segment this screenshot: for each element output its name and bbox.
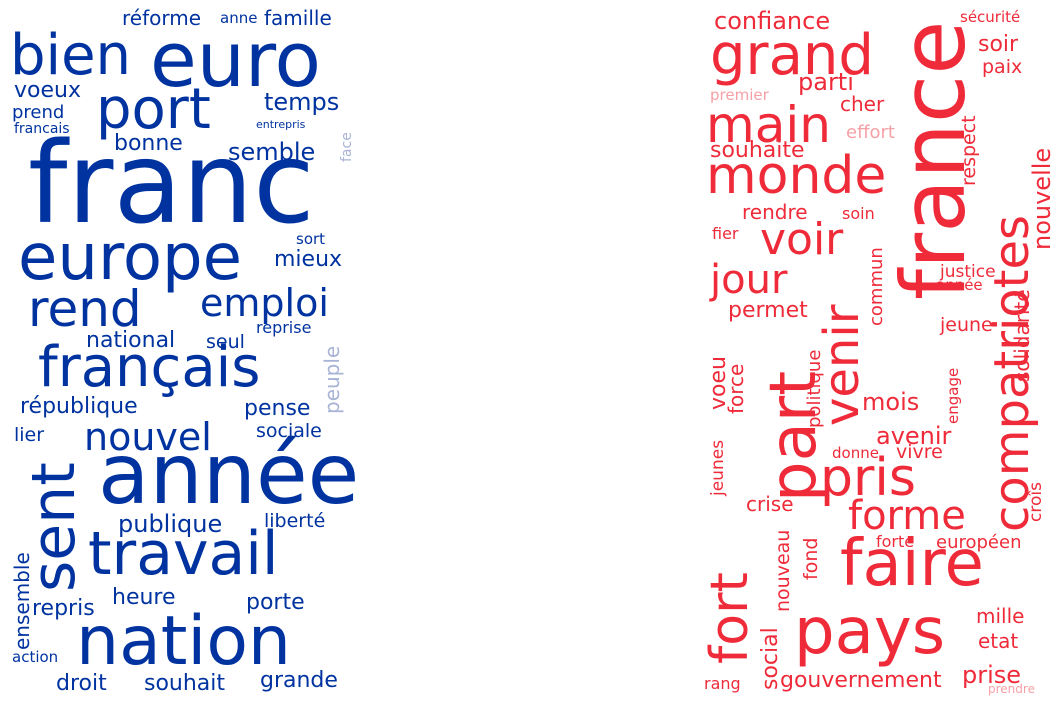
word: faire	[840, 527, 984, 601]
word: europe	[18, 221, 242, 295]
word: année	[98, 425, 360, 523]
word: rendre	[742, 200, 808, 224]
word: social	[758, 627, 783, 690]
word: lier	[14, 424, 45, 446]
word: voeux	[14, 78, 81, 103]
word: entrepris	[256, 118, 306, 131]
word: souhait	[144, 671, 226, 696]
word: engage	[944, 367, 962, 424]
word: respect	[958, 115, 980, 186]
word: droit	[56, 671, 107, 696]
word: national	[86, 328, 176, 353]
word: souhaite	[710, 138, 805, 163]
word: sécurité	[960, 8, 1021, 26]
word: mille	[976, 604, 1025, 628]
word: donne	[832, 444, 879, 462]
word: voir	[760, 214, 844, 265]
word: cher	[840, 92, 885, 116]
word: soin	[842, 204, 875, 223]
word: temps	[264, 88, 340, 116]
word: publique	[118, 510, 223, 538]
word: république	[20, 394, 138, 419]
word: rend	[28, 280, 142, 338]
word: gouvernement	[780, 668, 942, 693]
word: prendre	[988, 682, 1035, 696]
word: peuple	[320, 345, 344, 414]
word: face	[339, 132, 355, 162]
word: main	[706, 96, 831, 154]
word: justice	[940, 262, 996, 282]
word: grand	[710, 23, 874, 88]
word: crise	[746, 492, 794, 516]
word: famille	[264, 6, 332, 30]
word: permet	[728, 298, 808, 323]
word: avenir	[876, 422, 952, 450]
word: français	[38, 335, 261, 400]
word: politique	[804, 349, 825, 428]
word: premier	[710, 86, 769, 104]
word: soir	[978, 32, 1019, 57]
word: liberté	[264, 510, 326, 532]
right-word-cloud: confiance sécurité grand france soir pai…	[690, 0, 1060, 713]
word: sort	[296, 230, 326, 248]
word: solidarité	[1010, 289, 1034, 382]
word: croîs	[1026, 482, 1046, 522]
word: heure	[112, 585, 176, 610]
word: prise	[962, 661, 1022, 689]
word: fort	[700, 572, 760, 664]
word: fier	[712, 224, 739, 243]
word: seul	[206, 331, 245, 353]
word: action	[12, 648, 59, 666]
word: paix	[982, 56, 1023, 78]
word: effort	[846, 122, 895, 143]
word: mieux	[274, 247, 343, 272]
word: pense	[244, 396, 311, 421]
word: emploi	[200, 281, 329, 325]
word: pris	[820, 448, 916, 508]
word: bonne	[114, 131, 183, 156]
word: européen	[936, 532, 1022, 553]
word: nouveau	[772, 529, 794, 612]
word: anne	[220, 9, 258, 27]
word: fond	[800, 537, 822, 580]
word: sociale	[256, 420, 322, 442]
word: bien	[10, 23, 132, 88]
word: forme	[848, 493, 966, 539]
word: franc	[28, 119, 315, 249]
word: jour	[710, 257, 788, 303]
word: repris	[32, 596, 95, 621]
word: reprise	[256, 318, 312, 337]
word: euro	[150, 15, 321, 104]
word: rang	[704, 674, 741, 693]
word: nation	[76, 602, 292, 681]
word: porte	[246, 590, 305, 615]
word: réforme	[122, 6, 202, 30]
word: travail	[88, 519, 279, 589]
word: francais	[14, 121, 70, 137]
word: force	[724, 363, 748, 414]
word: année	[936, 276, 983, 294]
word: parti	[798, 68, 854, 96]
word: nouvel	[84, 415, 212, 459]
word: grande	[260, 668, 338, 693]
left-word-cloud: réforme anne famille euro bien voeux por…	[0, 0, 370, 713]
word: etat	[978, 629, 1019, 653]
word: jeunes	[708, 439, 728, 496]
word: prend	[12, 102, 65, 123]
word: ensemble	[10, 552, 34, 650]
word: jeune	[940, 314, 993, 336]
word: forte	[876, 532, 915, 551]
word: nouvelle	[1028, 147, 1056, 250]
word: confiance	[714, 7, 831, 35]
word: monde	[706, 146, 887, 206]
word: port	[96, 77, 211, 142]
word: mois	[862, 388, 920, 416]
word: pays	[794, 595, 946, 669]
word: commun	[866, 247, 887, 326]
word: vivre	[896, 441, 943, 463]
word: semble	[228, 138, 316, 166]
